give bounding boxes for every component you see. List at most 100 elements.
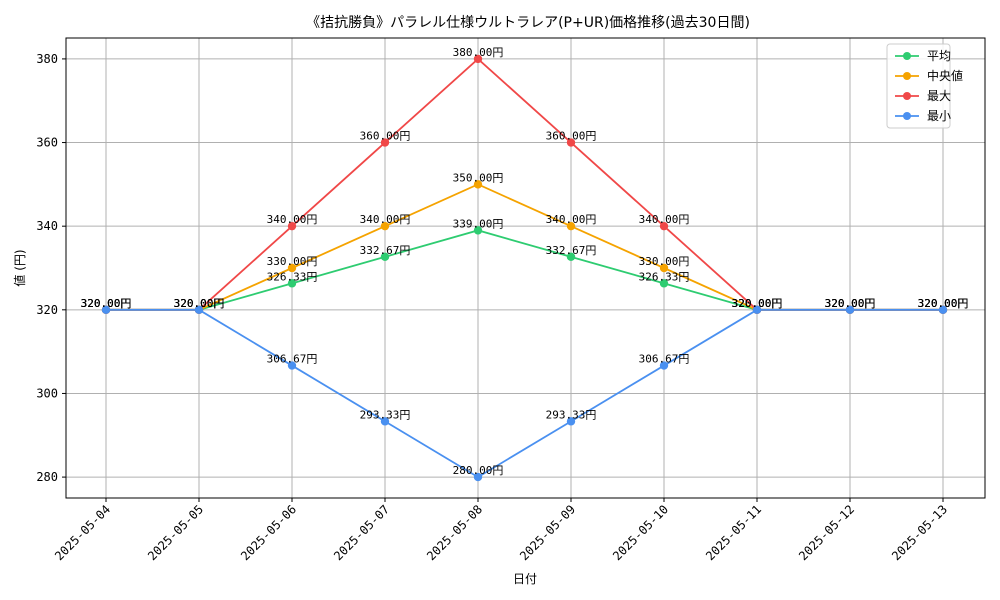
series-line-0 — [106, 229, 943, 311]
data-label: 320.00円 — [174, 297, 225, 310]
data-label: 320.00円 — [918, 297, 969, 310]
data-point — [380, 417, 390, 426]
x-tick-label: 2025-05-07 — [331, 502, 392, 563]
y-tick-label: 280 — [36, 470, 58, 484]
series-line-2 — [106, 57, 943, 311]
data-label: 332.67円 — [360, 244, 411, 257]
data-label: 340.00円 — [639, 213, 690, 226]
data-label: 320.00円 — [81, 297, 132, 310]
data-label: 320.00円 — [174, 297, 225, 310]
data-label: 320.00円 — [732, 297, 783, 310]
data-label: 280.00円 — [453, 464, 504, 477]
data-label: 326.33円 — [639, 270, 690, 283]
data-point — [659, 263, 669, 273]
data-label: 320.00円 — [174, 297, 225, 310]
x-tick-label: 2025-05-05 — [145, 502, 206, 563]
data-label: 320.00円 — [81, 297, 132, 310]
x-tick-label: 2025-05-13 — [889, 502, 950, 563]
legend-marker — [903, 72, 911, 80]
legend-entry-label: 最小 — [927, 109, 951, 123]
data-point — [194, 305, 204, 315]
data-label: 360.00円 — [546, 130, 597, 143]
y-tick-label: 300 — [36, 386, 58, 400]
data-label: 380.00円 — [453, 46, 504, 59]
data-point — [845, 305, 855, 315]
x-tick-label: 2025-05-10 — [610, 502, 671, 563]
series-layer — [101, 54, 948, 482]
data-label: 320.00円 — [825, 297, 876, 310]
data-label: 320.00円 — [825, 297, 876, 310]
legend-entry-label: 中央値 — [927, 68, 963, 83]
y-tick-label: 380 — [36, 52, 58, 66]
data-point — [566, 138, 576, 147]
data-label: 360.00円 — [360, 130, 411, 143]
data-label: 340.00円 — [267, 213, 318, 226]
data-label: 320.00円 — [825, 297, 876, 310]
data-label: 320.00円 — [918, 297, 969, 310]
data-label: 320.00円 — [918, 297, 969, 310]
plot-frame — [65, 37, 986, 499]
data-point — [473, 472, 483, 482]
data-point — [101, 305, 111, 315]
y-axis-label: 値 (円) — [12, 249, 27, 286]
data-point — [752, 305, 762, 315]
data-point — [659, 361, 669, 370]
data-point — [287, 263, 297, 273]
data-label: 306.67円 — [267, 353, 318, 366]
data-point — [287, 279, 297, 288]
data-label: 340.00円 — [546, 213, 597, 226]
data-label: 293.33円 — [546, 408, 597, 421]
data-label: 320.00円 — [825, 297, 876, 310]
data-point — [938, 305, 948, 315]
x-tick-label: 2025-05-09 — [517, 502, 578, 563]
legend-box — [886, 43, 951, 129]
series-line-3 — [106, 308, 943, 479]
data-point — [566, 417, 576, 426]
x-tick-label: 2025-05-12 — [796, 502, 857, 563]
data-point — [566, 252, 576, 262]
data-point — [287, 221, 297, 231]
data-point — [473, 54, 483, 64]
data-label: 320.00円 — [732, 297, 783, 310]
data-point — [473, 226, 483, 235]
data-point — [380, 221, 390, 231]
data-label: 320.00円 — [918, 297, 969, 310]
y-tick-label: 360 — [36, 136, 58, 150]
data-label: 330.00円 — [267, 255, 318, 268]
data-point — [566, 221, 576, 231]
data-label: 320.00円 — [174, 297, 225, 310]
x-axis-label: 日付 — [513, 572, 537, 586]
x-tick-label: 2025-05-06 — [238, 502, 299, 563]
legend-marker — [903, 112, 911, 120]
data-label: 293.33円 — [360, 408, 411, 421]
data-label: 340.00円 — [360, 213, 411, 226]
series-line-1 — [106, 183, 943, 311]
data-point — [380, 252, 390, 262]
data-label: 332.67円 — [546, 244, 597, 257]
grid — [66, 38, 985, 498]
data-label: 339.00円 — [453, 217, 504, 230]
legend-marker — [903, 52, 911, 60]
chart-title: 《拮抗勝負》パラレル仕様ウルトラレア(P+UR)価格推移(過去30日間) — [306, 15, 750, 31]
data-point — [659, 221, 669, 231]
data-point — [380, 138, 390, 147]
data-point — [287, 361, 297, 370]
legend-entry-label: 最大 — [927, 89, 951, 103]
data-label: 320.00円 — [732, 297, 783, 310]
data-label: 350.00円 — [453, 171, 504, 184]
x-tick-label: 2025-05-08 — [424, 502, 485, 563]
legend-marker — [903, 92, 911, 100]
data-label: 320.00円 — [732, 297, 783, 310]
data-label: 320.00円 — [81, 297, 132, 310]
y-tick-label: 320 — [36, 303, 58, 317]
x-tick-label: 2025-05-11 — [703, 502, 764, 563]
data-label: 326.33円 — [267, 270, 318, 283]
legend-entry-label: 平均 — [927, 49, 951, 63]
data-point — [473, 180, 483, 189]
data-label: 330.00円 — [639, 255, 690, 268]
y-tick-label: 340 — [36, 219, 58, 233]
data-label: 306.67円 — [639, 353, 690, 366]
x-tick-label: 2025-05-04 — [52, 502, 113, 563]
